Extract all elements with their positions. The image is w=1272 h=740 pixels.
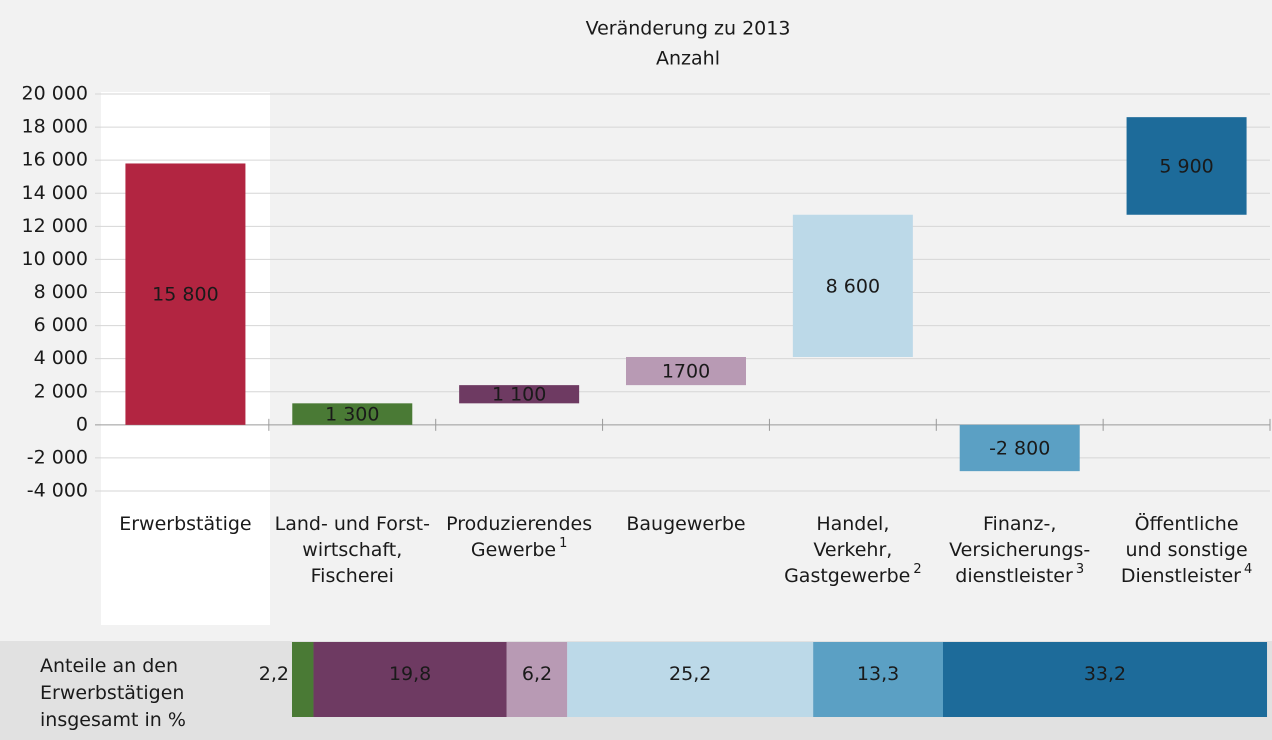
- value-label: 5 900: [1159, 155, 1213, 177]
- share-value-label: 33,2: [1084, 663, 1126, 685]
- share-value-label: 13,3: [857, 663, 899, 685]
- share-segment: [813, 642, 943, 717]
- share-segment: [942, 642, 1268, 717]
- share-value-label: 19,8: [389, 663, 431, 685]
- x-tick-label: Handel, Verkehr, Gastgewerbe 2: [784, 513, 922, 587]
- footnote: 4: [1244, 562, 1252, 577]
- share-value-label: 2,2: [259, 663, 289, 685]
- x-tick-label: Produzierendes Gewerbe 1: [446, 513, 592, 561]
- bar: [125, 163, 246, 425]
- footnote: 3: [1076, 562, 1084, 577]
- x-tick-label: Land- und Forst-wirtschaft, Fischerei: [275, 513, 430, 587]
- share-segment: [292, 642, 314, 717]
- y-tick-label: 16 000: [22, 149, 88, 171]
- x-tick-label: Öffentliche und sonstige Dienstleister 4: [1121, 512, 1252, 587]
- bar: [1126, 117, 1247, 215]
- y-tick-label: 20 000: [22, 83, 88, 105]
- bar: [626, 357, 746, 386]
- y-tick-label: 12 000: [22, 215, 88, 237]
- y-tick-label: 10 000: [22, 248, 88, 270]
- footnote: 1: [559, 536, 567, 551]
- y-tick-label: 6 000: [34, 314, 88, 336]
- y-tick-label: 2 000: [34, 380, 88, 402]
- chart-title: Veränderung zu 2013: [586, 18, 791, 40]
- y-tick-label: 14 000: [22, 182, 88, 204]
- x-tick-label: Finanz-, Versicherungs-dienstleister 3: [949, 513, 1090, 587]
- y-tick-label: -4 000: [27, 480, 88, 502]
- x-tick-label: Baugewerbe: [626, 513, 745, 535]
- bar: [459, 385, 580, 404]
- value-label: 1 100: [492, 384, 546, 406]
- value-label: -2 800: [989, 437, 1050, 459]
- y-tick-label: 8 000: [34, 281, 88, 303]
- share-value-label: 25,2: [669, 663, 711, 685]
- value-label: 1700: [662, 361, 710, 383]
- footnote: 2: [913, 562, 921, 577]
- share-label: Anteile an den Erwerbstätigen insgesamt in…: [40, 655, 186, 731]
- share-segment: [313, 642, 507, 717]
- y-tick-label: 18 000: [22, 116, 88, 138]
- bar: [792, 214, 913, 358]
- y-tick-label: -2 000: [27, 446, 88, 468]
- y-tick-label: 0: [76, 413, 88, 435]
- y-tick-label: 4 000: [34, 347, 88, 369]
- share-segment: [506, 642, 568, 717]
- value-label: 15 800: [152, 284, 218, 306]
- bar: [959, 424, 1080, 472]
- x-tick-label: Erwerbstätige: [119, 513, 251, 535]
- share-segment: [567, 642, 814, 717]
- share-value-label: 6,2: [522, 663, 552, 685]
- bar: [292, 403, 413, 425]
- value-label: 1 300: [325, 404, 379, 426]
- value-label: 8 600: [826, 275, 880, 297]
- chart-subtitle: Anzahl: [656, 48, 720, 70]
